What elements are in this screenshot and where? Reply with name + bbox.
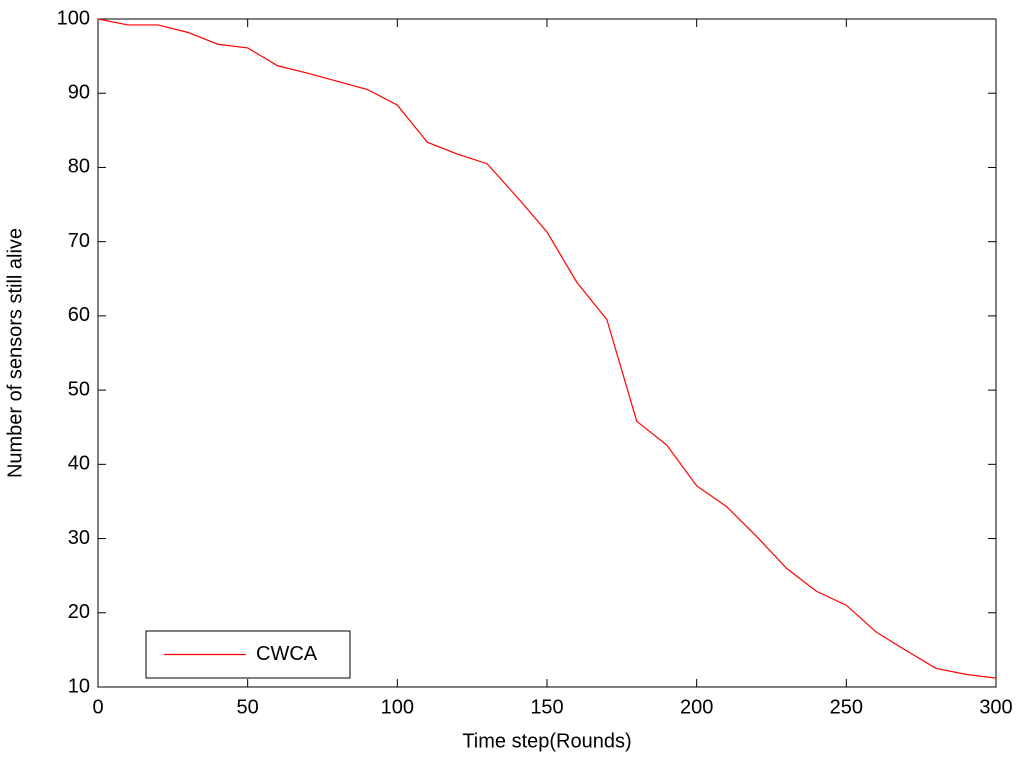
plot-frame (97, 18, 997, 688)
y-tick-label: 50 (68, 378, 90, 400)
y-tick-label: 80 (68, 156, 90, 178)
legend-label: CWCA (256, 643, 318, 665)
x-tick-label: 0 (92, 696, 103, 718)
y-axis-label: Number of sensors still alive (4, 228, 26, 478)
y-tick-label: 70 (68, 230, 90, 252)
y-tick-label: 40 (68, 453, 90, 475)
x-tick-label: 100 (381, 696, 414, 718)
y-tick-label: 90 (68, 82, 90, 104)
y-tick-label: 100 (57, 7, 90, 29)
x-axis-label: Time step(Rounds) (462, 730, 631, 752)
y-tick-label: 60 (68, 304, 90, 326)
data-line (97, 18, 997, 679)
x-tick-label: 250 (830, 696, 863, 718)
y-tick-label: 30 (68, 527, 90, 549)
x-tick-label: 300 (979, 696, 1012, 718)
x-tick-label: 150 (530, 696, 563, 718)
y-tick-label: 10 (68, 675, 90, 697)
y-tick-label: 20 (68, 601, 90, 623)
x-tick-label: 200 (680, 696, 713, 718)
x-tick-label: 50 (237, 696, 259, 718)
